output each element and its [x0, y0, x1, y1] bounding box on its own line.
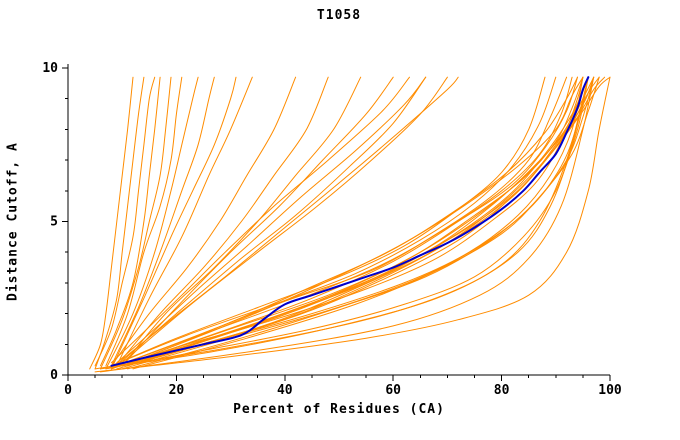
model-curve — [116, 76, 568, 367]
model-curve — [110, 76, 410, 364]
model-curve — [121, 76, 459, 361]
model-curve — [105, 76, 589, 370]
svg-text:100: 100 — [598, 383, 622, 398]
model-curve — [143, 76, 595, 361]
chart-title: T1058 — [316, 8, 362, 23]
svg-text:80: 80 — [494, 383, 510, 398]
model-curve — [121, 76, 589, 370]
model-curve — [110, 76, 546, 367]
model-curve — [121, 76, 578, 367]
model-curve — [105, 76, 199, 370]
model-curve — [94, 76, 145, 370]
model-curve — [94, 76, 611, 373]
svg-text:20: 20 — [169, 383, 185, 398]
svg-text:40: 40 — [277, 383, 293, 398]
model-curve — [116, 76, 253, 367]
model-curve — [138, 76, 611, 364]
x-axis-label: Percent of Residues (CA) — [233, 402, 445, 417]
y-axis-label: Distance Cutoff, A — [5, 142, 21, 301]
model-curve — [121, 76, 394, 367]
svg-text:5: 5 — [50, 215, 58, 230]
svg-text:10: 10 — [42, 61, 58, 76]
model-curve — [89, 76, 134, 370]
model-curve — [116, 76, 329, 367]
tick-labels: 0 20 40 60 80 100 0 5 10 — [42, 61, 622, 398]
model-curve — [94, 76, 589, 370]
model-curve — [110, 76, 215, 367]
model-curve — [100, 76, 172, 370]
model-curve — [100, 76, 161, 367]
model-curve — [121, 76, 584, 367]
model-curve — [116, 76, 578, 367]
model-curve — [132, 76, 600, 370]
model-curve — [121, 76, 584, 367]
model-curve — [94, 76, 156, 367]
svg-text:0: 0 — [50, 368, 58, 383]
model-curve — [100, 76, 595, 373]
model-curve — [110, 76, 297, 367]
axes — [62, 64, 611, 381]
model-curve — [110, 76, 557, 367]
model-curve — [116, 76, 573, 367]
model-curve — [127, 76, 589, 367]
model-curve — [116, 76, 427, 364]
svg-text:60: 60 — [385, 383, 401, 398]
model-curve — [116, 76, 427, 367]
highlight-curve — [110, 76, 590, 367]
model-curve — [105, 76, 183, 367]
model-curve — [110, 76, 237, 370]
model-curves — [89, 76, 611, 373]
svg-text:0: 0 — [64, 383, 72, 398]
